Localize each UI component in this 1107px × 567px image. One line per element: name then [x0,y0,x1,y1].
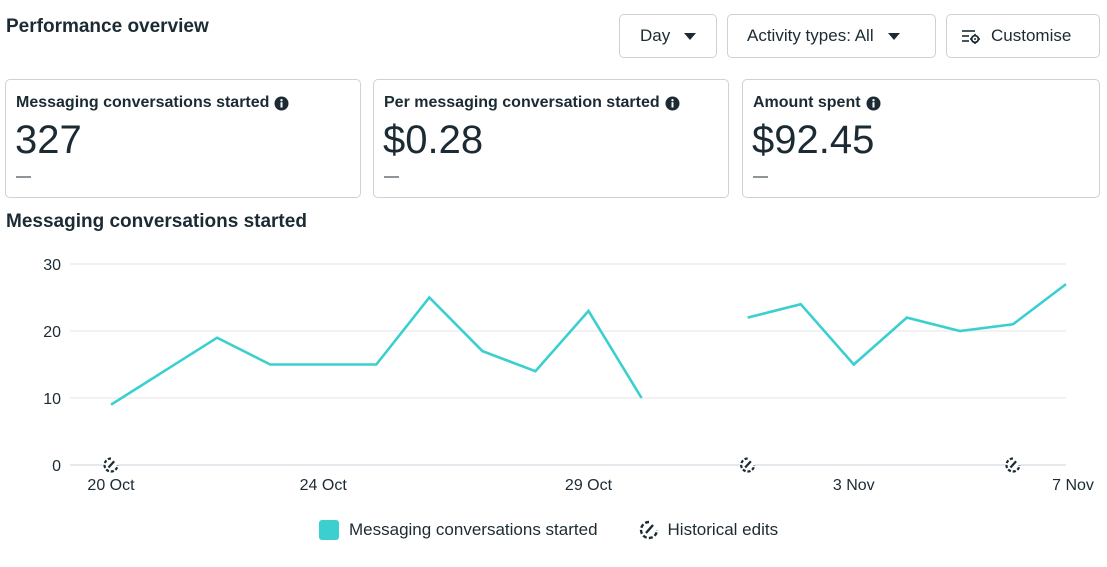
chart-legend: Messaging conversations started Historic… [319,519,778,541]
metric-delta: — [384,168,399,185]
activity-types-label: Activity types: All [747,26,874,45]
metric-delta: — [753,168,768,185]
info-icon[interactable] [866,96,881,111]
page-title: Performance overview [6,16,209,37]
x-tick-label: 3 Nov [833,477,875,494]
metric-value: $0.28 [383,118,484,162]
caret-down-icon [887,32,900,40]
metric-label: Per messaging conversation started [384,94,680,112]
x-tick-label: 20 Oct [87,477,135,494]
metric-delta: — [16,168,31,185]
legend-label: Historical edits [667,520,779,539]
day-dropdown-label: Day [640,26,671,45]
historical-edit-icon[interactable] [1005,457,1021,473]
legend-item-historical-edits[interactable]: Historical edits [638,519,779,541]
metric-card-cost-per-conversation: Per messaging conversation started $0.28… [373,79,729,198]
metric-label: Messaging conversations started [16,94,289,112]
activity-types-dropdown[interactable]: Activity types: All [727,14,936,58]
historical-edit-icon[interactable] [740,457,756,473]
y-tick-label: 30 [43,257,61,274]
series-line [110,295,643,406]
x-tick-label: 29 Oct [565,477,613,494]
metric-label-text: Amount spent [753,94,861,111]
metric-card-amount-spent: Amount spent $92.45 — [742,79,1100,198]
legend-item-conversations[interactable]: Messaging conversations started [319,520,598,540]
customise-button[interactable]: Customise [946,14,1100,58]
toolbar: Day Activity types: All Customise [619,14,1100,58]
legend-label: Messaging conversations started [349,520,598,539]
x-tick-label: 24 Oct [300,477,348,494]
day-dropdown[interactable]: Day [619,14,717,58]
metric-label-text: Messaging conversations started [16,94,270,111]
historical-edit-icon[interactable] [103,457,119,473]
caret-down-icon [684,32,697,40]
metric-value: 327 [15,118,82,162]
metric-card-conversations: Messaging conversations started 327 — [5,79,361,198]
metric-label-text: Per messaging conversation started [384,94,660,111]
y-tick-label: 0 [52,458,61,475]
metric-label: Amount spent [753,94,881,112]
y-tick-label: 20 [43,324,61,341]
y-tick-label: 10 [43,391,61,408]
chart-title: Messaging conversations started [6,211,307,232]
metric-value: $92.45 [752,118,875,162]
info-icon[interactable] [274,96,289,111]
legend-swatch [319,520,339,540]
x-tick-label: 7 Nov [1052,477,1094,494]
historical-edit-icon [638,519,660,541]
series-line [747,283,1067,367]
customise-columns-icon [961,28,981,44]
info-icon[interactable] [665,96,680,111]
line-chart: 0 10 20 30 20 Oct 24 Oct 29 Oct 3 Nov 7 Nov [43,257,1094,494]
customise-label: Customise [991,26,1072,45]
